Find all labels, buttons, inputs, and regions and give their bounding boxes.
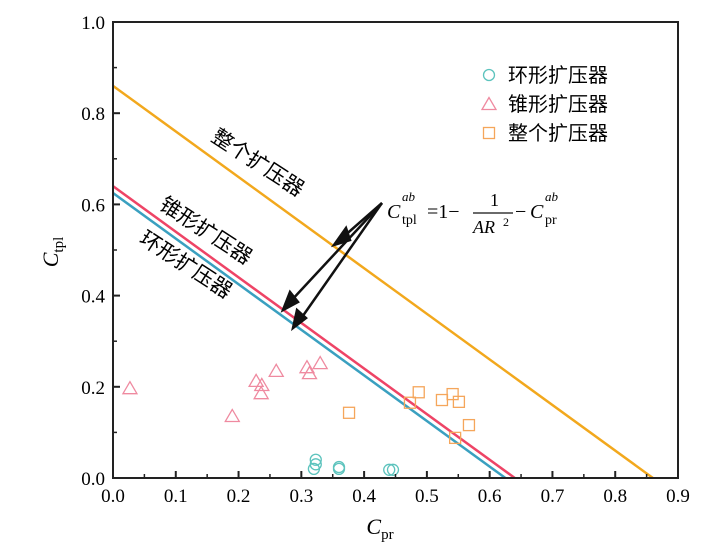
circle-point bbox=[307, 462, 321, 476]
x-tick-label: 0.9 bbox=[666, 486, 690, 507]
svg-text:ab: ab bbox=[545, 189, 559, 204]
x-tick-label: 0.1 bbox=[164, 486, 188, 507]
svg-text:C: C bbox=[387, 201, 401, 223]
circle-point bbox=[332, 462, 346, 476]
x-tick-label: 0.4 bbox=[352, 486, 376, 507]
x-tick-label: 0.3 bbox=[289, 486, 313, 507]
y-tick-label: 1.0 bbox=[81, 13, 105, 34]
y-axis-label: Ctpl bbox=[38, 237, 67, 268]
svg-text:AR: AR bbox=[472, 217, 495, 237]
x-tick-label: 0.7 bbox=[541, 486, 565, 507]
legend-label: 环形扩压器 bbox=[508, 64, 608, 87]
formula-arrows bbox=[280, 202, 384, 332]
triangle-point bbox=[312, 355, 329, 370]
triangle-point bbox=[224, 408, 241, 423]
square-point bbox=[462, 418, 476, 432]
formula-annotation: C ab tpl =1− 1 AR 2 − C ab pr bbox=[387, 189, 559, 237]
x-tick-label: 0.2 bbox=[227, 486, 251, 507]
svg-text:tpl: tpl bbox=[402, 213, 417, 228]
square-point bbox=[448, 431, 462, 445]
svg-text:=1−: =1− bbox=[427, 201, 460, 223]
svg-text:C: C bbox=[530, 201, 544, 223]
plot-frame bbox=[112, 21, 679, 479]
svg-text:ab: ab bbox=[402, 189, 416, 204]
x-tick-label: 0.8 bbox=[603, 486, 627, 507]
square-point bbox=[342, 406, 356, 419]
x-axis-label: Cpr bbox=[366, 514, 393, 543]
x-tick-label: 0.5 bbox=[415, 486, 439, 507]
x-tick-label: 0.0 bbox=[101, 486, 125, 507]
reference-line-circle bbox=[112, 191, 507, 480]
svg-text:1: 1 bbox=[490, 190, 499, 210]
triangle-point bbox=[301, 365, 318, 380]
x-tick-label: 0.6 bbox=[478, 486, 502, 507]
legend-marker-triangle bbox=[480, 96, 498, 111]
y-tick-label: 0.6 bbox=[81, 195, 105, 216]
svg-text:2: 2 bbox=[503, 215, 509, 229]
y-tick-label: 0.0 bbox=[81, 469, 105, 490]
circle-point bbox=[386, 463, 400, 476]
square-point bbox=[403, 396, 417, 409]
y-tick-label: 0.4 bbox=[81, 287, 105, 308]
reference-line-triangle bbox=[112, 185, 516, 480]
legend-marker-circle bbox=[482, 68, 496, 82]
triangle-point bbox=[253, 377, 270, 392]
square-point bbox=[452, 395, 466, 408]
triangle-point bbox=[268, 363, 285, 377]
legend-label: 整个扩压器 bbox=[508, 122, 608, 145]
triangle-point bbox=[253, 385, 270, 400]
legend-marker-square bbox=[482, 126, 496, 140]
legend-label: 锥形扩压器 bbox=[508, 93, 608, 116]
square-point bbox=[446, 387, 459, 401]
triangle-point bbox=[121, 380, 139, 395]
reference-line-square bbox=[112, 84, 654, 480]
circle-point bbox=[309, 453, 322, 466]
square-point bbox=[412, 386, 425, 399]
y-tick-label: 0.2 bbox=[81, 378, 105, 399]
triangle-point bbox=[248, 373, 265, 388]
svg-text:pr: pr bbox=[545, 213, 557, 228]
y-tick-label: 0.8 bbox=[81, 104, 105, 125]
triangle-point bbox=[298, 359, 316, 374]
svg-text:−: − bbox=[515, 201, 526, 223]
square-point bbox=[435, 393, 449, 407]
circle-point bbox=[383, 463, 396, 476]
